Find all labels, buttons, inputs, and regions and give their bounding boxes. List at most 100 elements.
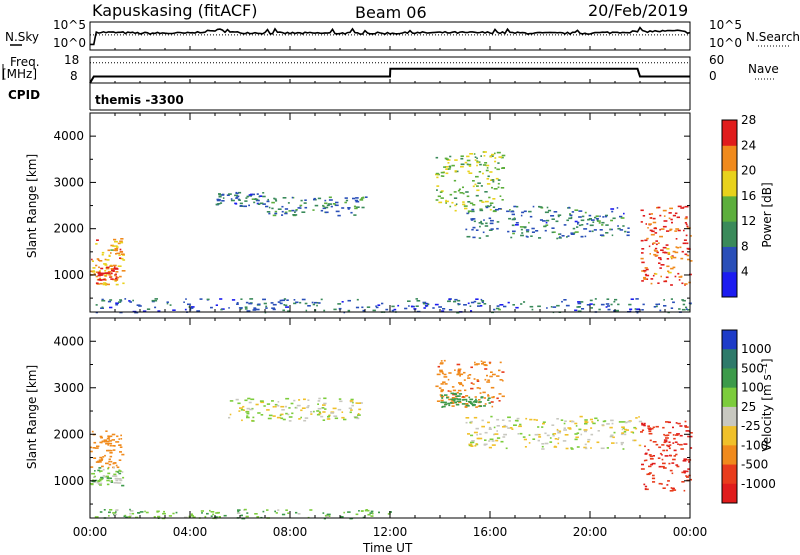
velocity-heatmap-cell [557,442,560,445]
velocity-heatmap-cell [91,472,95,475]
power-heatmap-cell [265,205,269,208]
power-heatmap-cell [495,307,500,310]
velocity-heatmap-cell [437,365,440,368]
velocity-heatmap-cell [349,400,354,402]
power-heatmap-cell [663,305,667,307]
power-heatmap-cell [477,182,481,184]
velocity-heatmap-cell [442,381,446,383]
power-heatmap-cell [265,307,268,309]
velocity-heatmap-cell [486,374,488,377]
power-cbar-swatch-0 [722,271,737,298]
power-heatmap-cell [328,199,333,201]
velocity-heatmap-cell [488,446,492,449]
power-heatmap-cell [565,304,570,307]
power-heatmap-cell [495,177,499,180]
velocity-heatmap-cell [341,416,345,419]
velocity-heatmap-cell [451,405,455,407]
power-heatmap-cell [601,221,605,224]
velocity-heatmap-cell [115,511,117,513]
power-heatmap-cell [672,266,676,269]
power-heatmap-cell [453,197,458,199]
power-heatmap-cell [508,217,511,220]
velocity-heatmap-cell [326,513,331,516]
velocity-heatmap-cell [467,375,469,377]
power-heatmap-cell [410,305,414,308]
power-heatmap-cell [674,212,678,215]
velocity-heatmap-cell [457,398,462,400]
power-heatmap-cell [132,299,134,302]
velocity-heatmap-cell [663,441,666,444]
power-heatmap-cell [115,303,119,306]
power-heatmap-cell [657,242,660,244]
velocity-heatmap-cell [470,387,474,390]
velocity-heatmap-cell [120,434,122,437]
velocity-heatmap-cell [246,416,250,419]
power-heatmap-cell [491,153,495,156]
velocity-heatmap-cell [201,512,203,514]
power-heatmap-cell [206,298,210,301]
nave-label: Nave [748,62,779,76]
power-heatmap-cell [117,242,121,245]
velocity-heatmap-cell [337,408,342,411]
velocity-heatmap-cell [463,379,466,381]
velocity-heatmap-cell [317,403,319,405]
velocity-heatmap-cell [689,478,692,481]
velocity-heatmap-cell [487,395,490,397]
velocity-heatmap-cell [494,433,499,435]
velocity-heatmap-cell [121,484,125,487]
power-heatmap-cell [486,167,489,169]
velocity-heatmap-cell [288,416,293,418]
velocity-heatmap-cell [679,425,683,427]
velocity-heatmap-cell [568,428,572,430]
power-heatmap-cell [682,206,685,209]
velocity-heatmap-cell [565,447,569,450]
power-heatmap-cell [330,205,333,208]
power-heatmap-cell [663,280,668,283]
velocity-heatmap-cell [106,437,110,440]
velocity-heatmap-cell [119,479,123,482]
power-heatmap-cell [653,249,656,251]
power-heatmap-cell [539,206,543,208]
power-heatmap-cell [491,179,495,181]
velocity-heatmap-cell [658,465,662,468]
power-heatmap-cell [277,301,281,303]
velocity-heatmap-cell [457,400,460,403]
power-cbar-swatch-2 [722,221,737,247]
velocity-heatmap-cell [108,440,112,442]
power-heatmap-cell [104,264,108,266]
power-heatmap-cell [314,301,318,304]
power-heatmap-cell [291,209,295,212]
power-heatmap-cell [101,298,104,301]
power-heatmap-cell [362,309,366,312]
power-heatmap-cell [500,156,504,159]
power-heatmap-cell [215,304,218,306]
power-heatmap-cell [352,197,356,200]
power-heatmap-cell [605,232,609,234]
velocity-heatmap-cell [587,438,591,441]
power-heatmap-cell [472,226,476,229]
velocity-heatmap-cell [110,481,114,483]
velocity-heatmap-cell [661,483,663,485]
velocity-heatmap-cell [592,422,596,425]
velocity-heatmap-cell [556,428,559,431]
velocity-heatmap-cell [491,396,495,399]
power-heatmap-cell [101,253,104,256]
velocity-heatmap-cell [663,467,667,469]
power-heatmap-cell [481,201,485,203]
velocity-heatmap-cell [115,479,119,482]
velocity-heatmap-cell [663,433,665,436]
velocity-heatmap-cell [243,409,245,411]
velocity-heatmap-cell [119,451,122,453]
power-heatmap-region-4 [435,151,506,212]
velocity-heatmap-cell [129,510,134,512]
power-heatmap-cell [470,301,475,304]
velocity-heatmap-cell [281,409,285,411]
velocity-heatmap-cell [472,441,475,444]
velocity-heatmap-cell [274,403,278,406]
power-heatmap-cell [440,197,444,199]
power-heatmap-cell [215,203,219,206]
velocity-heatmap-cell [90,450,93,453]
power-heatmap-cell [320,298,323,301]
velocity-heatmap-cell [439,394,442,396]
power-heatmap-cell [441,310,445,312]
